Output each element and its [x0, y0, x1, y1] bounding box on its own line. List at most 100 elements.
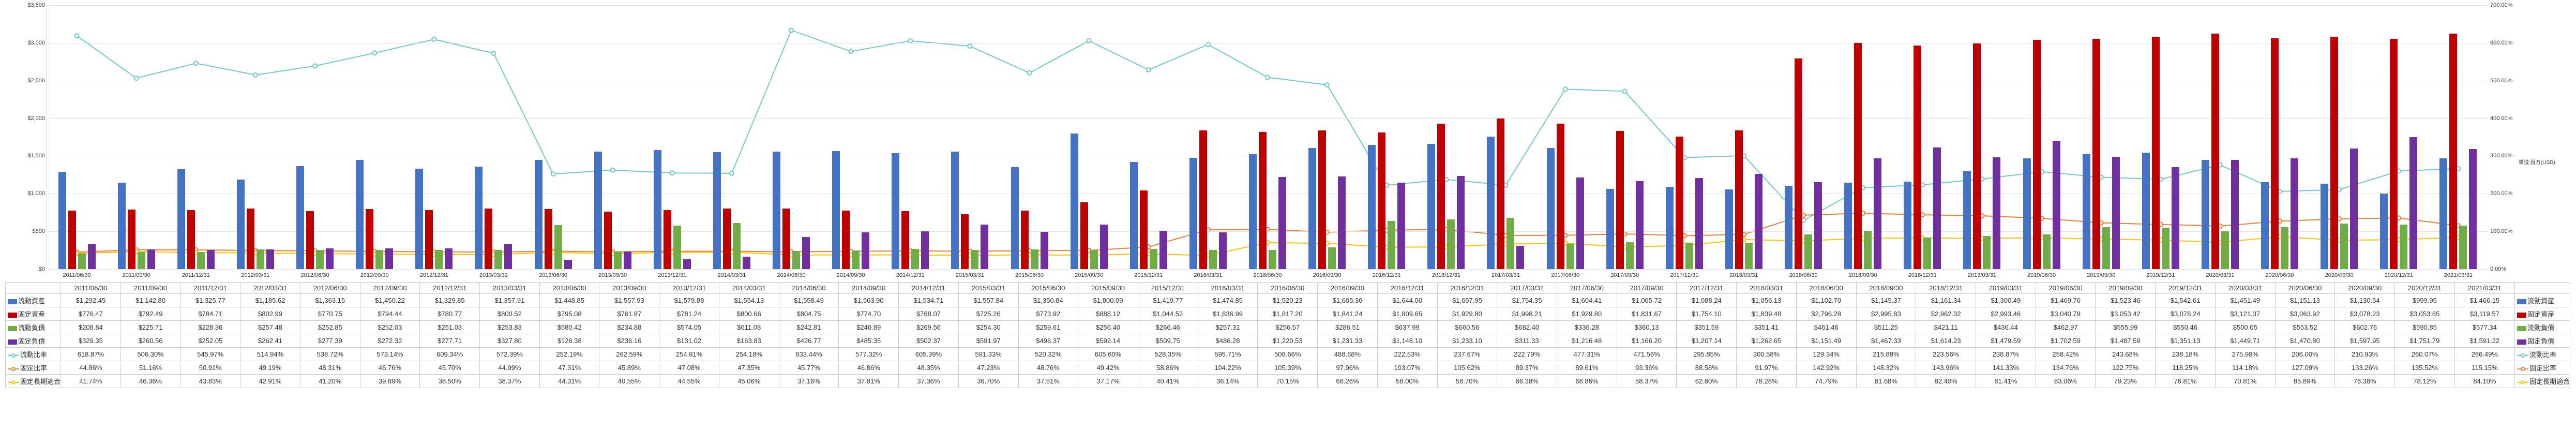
- cell: $277.71: [420, 334, 480, 348]
- cell: $591.97: [958, 334, 1018, 348]
- bar-fixed_liabilities: [1159, 231, 1167, 269]
- bar-fixed_liabilities: [1874, 158, 1881, 269]
- bar-current_liabilities: [2459, 226, 2467, 269]
- bar-current_liabilities: [1269, 250, 1276, 269]
- y1-tick-label: $1,500: [27, 153, 47, 159]
- bar-current_liabilities: [2221, 231, 2229, 269]
- cell: $236.16: [599, 334, 659, 348]
- cell: 488.68%: [1318, 348, 1378, 361]
- bar-current_assets: [237, 180, 245, 269]
- cell: $256.40: [1078, 321, 1138, 334]
- bar-current_liabilities: [375, 250, 383, 269]
- cell: $251.03: [420, 321, 480, 334]
- y1-tick-label: $2,000: [27, 115, 47, 122]
- cell: $1,142.80: [120, 294, 180, 307]
- bar-fixed_liabilities: [2112, 157, 2120, 269]
- bar-current_assets: [1725, 189, 1733, 269]
- cell: $768.07: [899, 307, 959, 321]
- x-tick-label: 2012/09/30: [360, 269, 389, 278]
- cell: 45.77%: [779, 361, 839, 375]
- cell: $252.03: [360, 321, 420, 334]
- bar-fixed_assets: [2449, 34, 2457, 269]
- cell: 88.58%: [1677, 361, 1737, 375]
- bar-current_liabilities: [1328, 247, 1336, 269]
- x-tick-label: 2021/03/31: [2444, 269, 2473, 278]
- cell: 148.32%: [1856, 361, 1916, 375]
- table-row-current_liabilities: 流動負債$208.84$225.71$228.36$257.48$252.85$…: [6, 321, 2570, 334]
- bar-current_liabilities: [78, 254, 86, 269]
- cell: $2,993.46: [1976, 307, 2036, 321]
- x-tick-label: 2019/12/31: [2146, 269, 2175, 278]
- cell: 103.07%: [1377, 361, 1437, 375]
- bar-fixed_assets: [366, 209, 373, 269]
- bar-current_assets: [177, 169, 185, 269]
- cell: $502.37: [899, 334, 959, 348]
- table-col-header: 2012/06/30: [300, 283, 360, 294]
- cell: 295.85%: [1677, 348, 1737, 361]
- bar-fixed_liabilities: [1278, 177, 1286, 269]
- cell: 254.91%: [659, 348, 719, 361]
- row-label-right-fixed_long_term_ratio: 固定長期適合比率: [2515, 375, 2570, 388]
- bar-fixed_liabilities: [2469, 149, 2477, 269]
- cell: $1,151.49: [1796, 334, 1856, 348]
- bar-group: [892, 5, 929, 269]
- bar-current_liabilities: [614, 251, 622, 269]
- cell: $774.70: [839, 307, 899, 321]
- table-col-header: 2020/09/30: [2335, 283, 2395, 294]
- bar-fixed_assets: [425, 210, 433, 269]
- bar-current_liabilities: [1864, 231, 1872, 269]
- cell: 47.08%: [659, 361, 719, 375]
- bar-current_assets: [118, 183, 126, 269]
- x-tick-label: 2020/09/30: [2325, 269, 2354, 278]
- cell: 76.81%: [2156, 375, 2216, 388]
- cell: 44.31%: [539, 375, 599, 388]
- cell: $800.52: [480, 307, 540, 321]
- x-tick-label: 2015/09/30: [1075, 269, 1103, 278]
- cell: $1,102.70: [1796, 294, 1856, 307]
- bar-current_assets: [1547, 148, 1555, 269]
- cell: $1,088.24: [1677, 294, 1737, 307]
- table-col-header: 2014/09/30: [839, 283, 899, 294]
- bar-fixed_liabilities: [1933, 147, 1941, 269]
- cell: $500.05: [2215, 321, 2275, 334]
- cell: 506.30%: [120, 348, 180, 361]
- bar-group: [1547, 5, 1584, 269]
- cell: 134.76%: [2036, 361, 2096, 375]
- table-col-header: 2019/03/31: [1976, 283, 2036, 294]
- cell: 46.76%: [360, 361, 420, 375]
- row-label-right-fixed_ratio: 固定比率: [2515, 361, 2570, 375]
- bar-current_assets: [713, 152, 721, 269]
- bar-fixed_assets: [2092, 39, 2100, 269]
- bar-current_assets: [296, 166, 304, 269]
- bar-fixed_liabilities: [504, 244, 512, 269]
- cell: 514.94%: [240, 348, 300, 361]
- row-label-fixed_assets: 固定資産: [6, 307, 61, 321]
- cell: $3,040.79: [2036, 307, 2096, 321]
- cell: $426.77: [779, 334, 839, 348]
- bar-fixed_assets: [1318, 130, 1326, 269]
- cell: 51.16%: [120, 361, 180, 375]
- bar-fixed_liabilities: [743, 257, 750, 269]
- cell: 238.87%: [1976, 348, 2036, 361]
- bar-group: [1725, 5, 1762, 269]
- x-tick-label: 2017/09/30: [1610, 269, 1639, 278]
- cell: $3,078.24: [2156, 307, 2216, 321]
- cell: $1,325.77: [180, 294, 240, 307]
- cell: $3,121.37: [2215, 307, 2275, 321]
- bar-fixed_assets: [1259, 132, 1267, 269]
- cell: 254.18%: [719, 348, 779, 361]
- bar-current_assets: [951, 152, 959, 269]
- bar-group: [1249, 5, 1286, 269]
- cell: $509.75: [1138, 334, 1198, 348]
- cell: 43.83%: [180, 375, 240, 388]
- x-tick-label: 2012/06/30: [301, 269, 329, 278]
- cell: $2,995.83: [1856, 307, 1916, 321]
- x-tick-label: 2016/12/31: [1373, 269, 1401, 278]
- cell: $725.26: [958, 307, 1018, 321]
- cell: 42.91%: [240, 375, 300, 388]
- cell: $1,166.20: [1617, 334, 1677, 348]
- cell: 127.09%: [2275, 361, 2335, 375]
- cell: $1,557.93: [599, 294, 659, 307]
- cell: 74.79%: [1796, 375, 1856, 388]
- bar-fixed_assets: [68, 211, 76, 269]
